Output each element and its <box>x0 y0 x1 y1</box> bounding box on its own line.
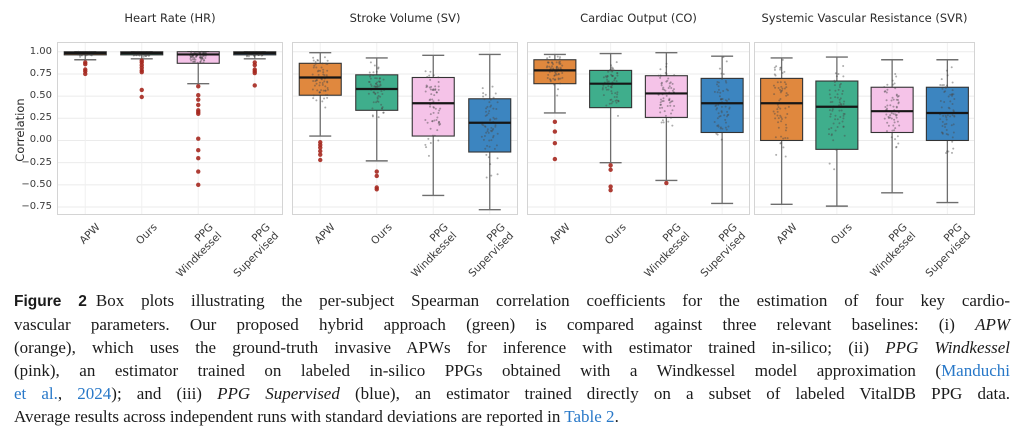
box-group-apw <box>63 50 107 77</box>
y-tick-label: 0.50 <box>29 90 52 102</box>
caption-line: et al., 2024); and (iii) PPG Supervised … <box>14 382 1010 405</box>
method-name: PPG Windkessel <box>885 338 1011 357</box>
method-name: APW <box>975 315 1010 334</box>
caption-line: (orange), which uses the ground-truth in… <box>14 336 1010 359</box>
figure-caption: Figure 2 Box plots illustrating the per-s… <box>14 289 1010 428</box>
box-group-apw <box>760 57 804 206</box>
caption-link[interactable]: Table 2 <box>564 407 615 426</box>
y-tick-label: −0.50 <box>21 178 52 190</box>
box-group-ppg-supervised <box>468 53 512 211</box>
panel-systemic-vascular-resistance-(svr): Systemic Vascular Resistance (SVR) APW Our… <box>754 0 975 282</box>
boxplot-canvas <box>754 42 975 215</box>
caption-text: Average results across independent runs … <box>14 407 565 426</box>
y-tick-label: −0.75 <box>21 201 52 212</box>
box-group-ppg-supervised <box>700 55 744 205</box>
box-group-ppg-windkessel <box>176 50 220 188</box>
panel-heart-rate-(hr): Heart Rate (HR) APW Ours PPG Windkessel PPG … <box>57 0 283 282</box>
box-group-ppg-windkessel <box>644 51 688 186</box>
box-group-ppg-windkessel <box>411 54 455 197</box>
panel-stroke-volume-(sv): Stroke Volume (SV) APW Ours PPG Windkessel P… <box>292 0 518 282</box>
box-group-ours <box>120 50 164 100</box>
box-group-ours <box>815 56 859 207</box>
boxplot-canvas <box>527 42 750 215</box>
caption-line: vascular parameters. Our proposed hybrid… <box>14 313 1010 336</box>
caption-link[interactable]: Manduchi <box>941 361 1010 380</box>
caption-link[interactable]: et al. <box>14 384 58 403</box>
caption-line: Average results across independent runs … <box>14 405 1010 428</box>
caption-line: (pink), an estimator trained on labeled … <box>14 359 1010 382</box>
box-group-apw <box>298 51 342 163</box>
y-axis-label: Correlation <box>13 98 27 162</box>
panel-title: Cardiac Output (CO) <box>580 11 697 25</box>
boxplot-canvas <box>57 42 283 215</box>
method-name: PPG Supervised <box>217 384 340 403</box>
box-group-ours <box>589 52 633 193</box>
caption-text: (pink), an estimator trained on labeled … <box>14 361 942 380</box>
caption-text: . <box>614 407 619 426</box>
y-tick-label: −0.25 <box>21 156 52 168</box>
figure-label: Figure 2 <box>14 293 87 310</box>
panel-title: Stroke Volume (SV) <box>349 11 461 25</box>
y-tick-label: 0.75 <box>29 67 52 79</box>
caption-text: (blue), an estimator trained directly on… <box>339 384 1011 403</box>
caption-text: Box plots illustrating the per-subject S… <box>95 291 1010 310</box>
box-group-apw <box>533 53 577 162</box>
boxplot-figure: Correlation Heart Rate (HR) APW Ours PPG Wi… <box>13 0 975 282</box>
box-group-ppg-supervised <box>233 50 277 88</box>
panel-title: Systemic Vascular Resistance (SVR) <box>761 11 968 25</box>
caption-link[interactable]: 2024 <box>77 384 112 403</box>
y-tick-label: 1.00 <box>29 45 52 57</box>
box-group-ours <box>355 57 399 192</box>
box-group-ppg-supervised <box>925 59 969 204</box>
panel-cardiac-output-(co): Cardiac Output (CO) APW Ours PPG Windkessel… <box>527 0 750 282</box>
caption-line: Figure 2 Box plots illustrating the per-s… <box>14 289 1010 313</box>
y-tick-label: 0.25 <box>29 112 52 124</box>
caption-text: ); and (iii) <box>111 384 218 403</box>
panel-title: Heart Rate (HR) <box>124 11 216 25</box>
y-tick-label: 0.00 <box>29 134 52 146</box>
caption-text: vascular parameters. Our proposed hybrid… <box>14 315 976 334</box>
boxplot-canvas <box>292 42 518 215</box>
box-group-ppg-windkessel <box>870 59 914 194</box>
caption-text: (orange), which uses the ground-truth in… <box>14 338 886 357</box>
caption-text: , <box>57 384 78 403</box>
